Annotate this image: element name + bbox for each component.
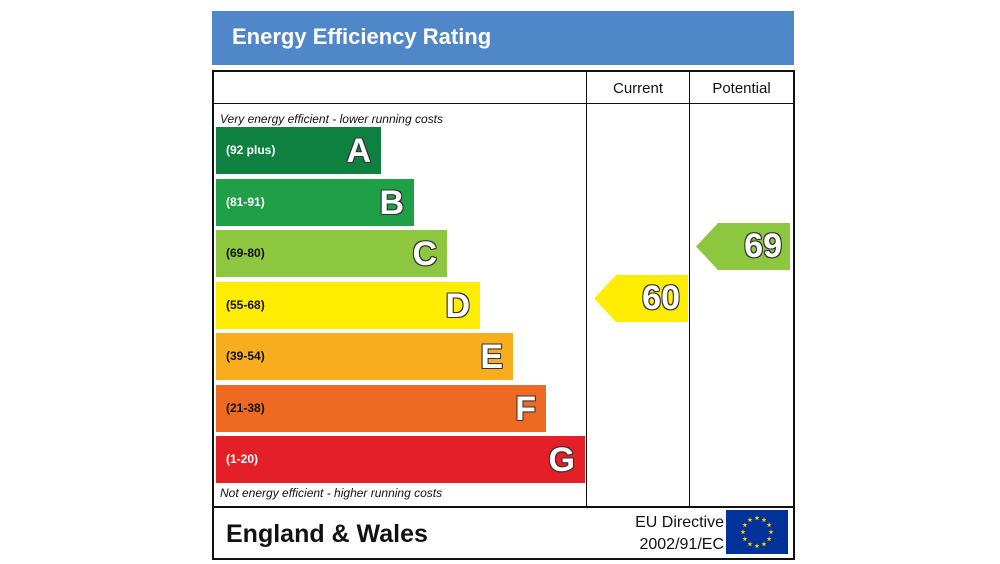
potential-arrow-shape — [696, 223, 790, 270]
band-b-range: (81-91) — [226, 194, 265, 209]
eu-star-icon — [761, 541, 767, 547]
column-header-potential: Potential — [712, 80, 771, 97]
potential-rating-value: 69 — [744, 227, 782, 265]
rating-panel: Current Potential Very energy efficient … — [212, 70, 795, 560]
band-f-range: (21-38) — [226, 400, 265, 415]
current-rating-value: 60 — [642, 278, 680, 317]
divider-potential-left — [689, 72, 690, 506]
band-d-letter: D — [445, 286, 470, 325]
band-a-letter: A — [346, 132, 371, 170]
eu-stars-icon — [740, 515, 774, 549]
directive-text: EU Directive 2002/91/EC — [618, 512, 724, 556]
current-arrow-shape — [594, 274, 688, 322]
band-g: (1-20) G — [216, 436, 585, 483]
column-header-current: Current — [612, 80, 664, 97]
band-d: (55-68) D — [216, 281, 480, 329]
band-a: (92 plus) A — [216, 127, 381, 174]
eu-star-icon — [747, 541, 753, 547]
eu-star-icon — [761, 517, 767, 522]
band-b: (81-91) B — [216, 178, 414, 226]
scale-note-top: Very energy efficient - lower running co… — [220, 112, 443, 126]
band-b-letter: B — [379, 183, 404, 222]
eu-star-icon — [742, 536, 748, 542]
eu-flag-icon — [726, 510, 788, 554]
eu-star-icon — [766, 522, 772, 528]
band-e: (39-54) E — [216, 333, 513, 380]
divider-current-left — [586, 72, 587, 506]
eu-star-icon — [740, 529, 746, 535]
directive-line-1: EU Directive — [635, 514, 724, 531]
chart-title: Energy Efficiency Rating — [232, 24, 492, 49]
eu-star-icon — [768, 529, 774, 535]
band-e-range: (39-54) — [226, 349, 265, 363]
directive-line-2: 2002/91/EC — [639, 536, 724, 553]
scale-note-bottom: Not energy efficient - higher running co… — [220, 486, 443, 500]
eu-star-icon — [754, 543, 760, 549]
band-c-letter: C — [412, 235, 437, 273]
divider-header-row — [214, 103, 793, 104]
header-bar: Energy Efficiency Rating — [212, 11, 794, 65]
band-f: (21-38) F — [216, 384, 546, 432]
band-a-range: (92 plus) — [226, 143, 276, 157]
band-c: (69-80) C — [216, 230, 447, 277]
region-label: England & Wales — [226, 520, 428, 548]
band-e-letter: E — [480, 338, 503, 376]
eu-star-icon — [742, 522, 748, 528]
current-rating-arrow: 60 — [594, 274, 688, 322]
eu-star-icon — [754, 515, 760, 521]
band-d-range: (55-68) — [226, 297, 265, 312]
band-f-letter: F — [515, 389, 536, 428]
band-c-range: (69-80) — [226, 246, 265, 260]
potential-rating-arrow: 69 — [696, 223, 790, 270]
eu-star-icon — [766, 536, 772, 542]
divider-footer-row — [214, 506, 793, 508]
eu-star-icon — [747, 517, 753, 522]
band-g-range: (1-20) — [226, 452, 259, 466]
band-g-letter: G — [548, 441, 575, 479]
